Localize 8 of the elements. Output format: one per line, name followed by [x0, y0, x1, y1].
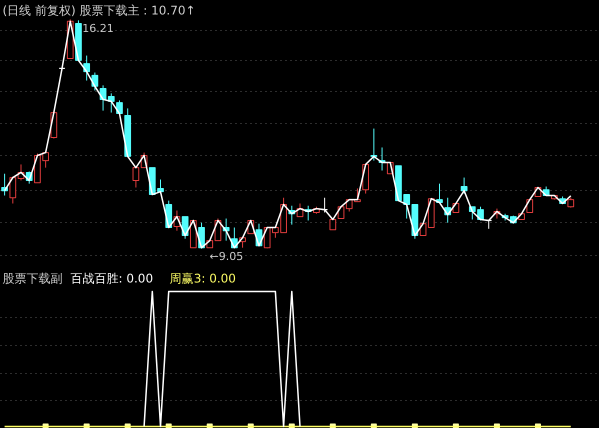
candlestick	[567, 197, 574, 208]
chart-title: (日线 前复权) 股票下载主 : 10.70↑	[2, 4, 196, 18]
text: 周赢3: 0.00	[170, 272, 236, 286]
chart-title: 股票下载副	[2, 272, 62, 286]
annotation: ←9.05	[210, 250, 244, 264]
candlestick	[460, 177, 468, 194]
annotation: 16.21	[82, 22, 114, 35]
series-label: 百战百胜: 0.00	[70, 272, 154, 286]
